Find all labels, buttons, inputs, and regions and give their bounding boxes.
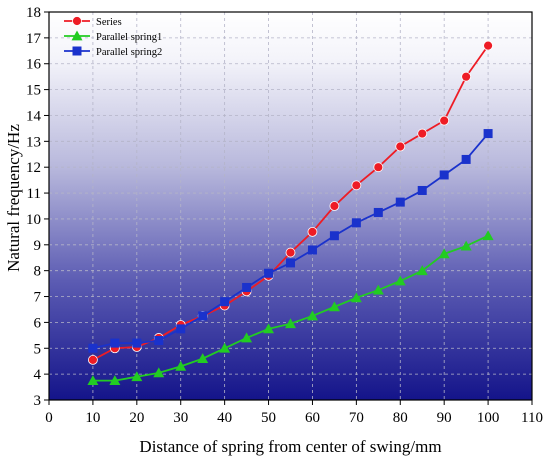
- data-point: [242, 282, 252, 292]
- series-parallel-spring2: [88, 129, 493, 353]
- x-tick-label: 110: [521, 410, 543, 426]
- y-tick-label: 7: [34, 290, 42, 306]
- y-tick-label: 6: [34, 315, 42, 331]
- data-point: [198, 311, 208, 321]
- legend-label: Parallel spring2: [96, 47, 162, 58]
- x-tick-label: 40: [217, 410, 232, 426]
- y-tick-label: 13: [26, 134, 41, 150]
- legend-label: Series: [96, 17, 122, 28]
- legend-swatch-marker: [71, 30, 83, 41]
- y-tick-label: 9: [34, 238, 42, 254]
- x-tick-label: 20: [129, 410, 144, 426]
- data-point: [87, 375, 99, 385]
- data-point: [285, 318, 296, 329]
- y-tick-label: 17: [26, 31, 42, 47]
- legend-item-parallel-spring1: Parallel spring1: [64, 30, 162, 43]
- y-tick-label: 16: [26, 57, 42, 73]
- x-tick-label: 60: [305, 410, 320, 426]
- data-point: [307, 245, 317, 255]
- y-tick-label: 8: [34, 264, 42, 280]
- data-point: [175, 360, 187, 371]
- legend-item-parallel-spring2: Parallel spring2: [64, 46, 162, 58]
- data-point: [350, 292, 362, 303]
- data-point: [482, 230, 494, 241]
- data-point: [373, 207, 383, 217]
- data-point: [306, 310, 318, 321]
- data-point: [88, 343, 98, 353]
- legend-label: Parallel spring1: [96, 32, 162, 43]
- y-tick-label: 14: [26, 108, 42, 124]
- x-tick-label: 80: [393, 410, 408, 426]
- data-point: [461, 71, 472, 82]
- data-point: [328, 301, 340, 312]
- data-point: [197, 353, 209, 364]
- data-point: [109, 375, 121, 385]
- y-axis-title: Natural frequency/Hz: [4, 124, 23, 272]
- data-point: [285, 247, 296, 258]
- legend: Series Parallel spring1 Parallel spring2: [64, 16, 162, 58]
- data-point: [220, 297, 230, 307]
- data-point: [461, 154, 471, 164]
- axes: 3 4 5 6 7 8 9 10 11 12 13 14 15 16 17 18 0 10 20 30 40 50 60 70…: [26, 5, 543, 426]
- data-point: [416, 265, 428, 276]
- x-axis-title: Distance of spring from center of swing/…: [139, 437, 441, 456]
- series-parallel-spring1: [87, 230, 494, 385]
- x-tick-label: 30: [173, 410, 188, 426]
- y-tick-label: 4: [34, 367, 42, 383]
- data-point: [417, 128, 428, 139]
- data-point: [329, 231, 339, 241]
- y-tick-label: 11: [27, 186, 41, 202]
- data-point: [131, 371, 143, 382]
- data-point: [88, 355, 98, 365]
- data-point: [286, 258, 295, 268]
- y-tick-label: 10: [26, 212, 41, 228]
- legend-item-series: Series: [64, 16, 122, 28]
- data-point: [417, 185, 427, 195]
- data-point: [154, 336, 164, 346]
- x-tick-label: 50: [261, 410, 276, 426]
- legend-swatch-marker: [72, 16, 82, 26]
- plot-background: [49, 12, 532, 400]
- y-tick-label: 5: [34, 341, 42, 357]
- plot-frame: [48, 11, 533, 401]
- data-point: [395, 197, 405, 207]
- data-point: [373, 162, 384, 173]
- data-point: [351, 180, 362, 191]
- data-point: [439, 115, 450, 126]
- data-point: [132, 338, 142, 348]
- y-tick-label: 12: [26, 160, 41, 176]
- data-point: [372, 284, 384, 295]
- data-point: [241, 332, 253, 343]
- data-point: [110, 338, 120, 348]
- x-tick-label: 100: [477, 410, 500, 426]
- data-point: [263, 323, 275, 334]
- data-point: [264, 268, 274, 278]
- data-point: [483, 40, 493, 51]
- x-tick-label: 90: [437, 410, 452, 426]
- y-tick-label: 18: [26, 5, 41, 21]
- data-point: [395, 141, 406, 152]
- x-tick-label: 70: [349, 410, 364, 426]
- data-point: [219, 342, 231, 353]
- legend-swatch-marker: [72, 46, 82, 56]
- x-tick-label: 0: [45, 410, 53, 426]
- data-point: [176, 324, 186, 334]
- y-tick-label: 3: [34, 393, 42, 409]
- data-point: [483, 129, 493, 139]
- data-point: [439, 170, 449, 180]
- data-point: [438, 248, 450, 259]
- data-point: [329, 201, 340, 211]
- x-tick-label: 10: [85, 410, 100, 426]
- series-layer: [87, 40, 494, 385]
- data-point: [351, 218, 361, 228]
- data-point: [394, 275, 406, 286]
- data-point: [153, 367, 165, 378]
- data-point: [460, 240, 472, 251]
- data-point: [307, 226, 318, 237]
- y-tick-label: 15: [26, 83, 41, 99]
